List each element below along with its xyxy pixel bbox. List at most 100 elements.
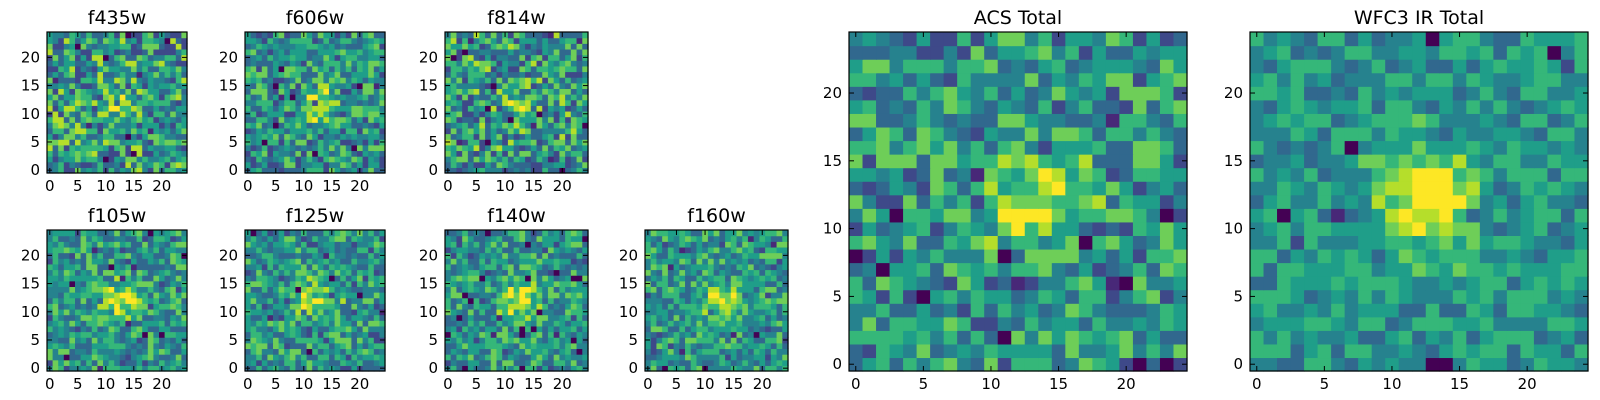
- heatmap-cell: [450, 122, 458, 129]
- heatmap-cell: [742, 230, 749, 237]
- heatmap-cell: [507, 263, 515, 271]
- heatmap-cell: [576, 139, 583, 146]
- heatmap-cell: [479, 127, 486, 135]
- heatmap-cell: [170, 54, 177, 61]
- heatmap-cell: [295, 354, 302, 361]
- heatmap-cell: [362, 246, 369, 254]
- heatmap-cell: [559, 54, 566, 61]
- heatmap-cell: [656, 320, 663, 327]
- heatmap-cell: [507, 286, 515, 293]
- heatmap-cell: [58, 116, 65, 123]
- heatmap-cell: [462, 337, 469, 344]
- heatmap-cell: [334, 246, 341, 254]
- heatmap-cell: [329, 320, 336, 327]
- heatmap-cell: [312, 82, 319, 89]
- heatmap-cell: [289, 110, 296, 118]
- heatmap-cell: [462, 348, 469, 355]
- heatmap-cell: [656, 258, 663, 265]
- heatmap-cell: [485, 331, 492, 338]
- heatmap-cell: [284, 320, 291, 327]
- heatmap-cell: [114, 252, 121, 259]
- heatmap-cell: [164, 297, 171, 304]
- heatmap-cell: [334, 325, 341, 333]
- heatmap-cell: [379, 144, 386, 152]
- heatmap-cell: [97, 246, 104, 254]
- heatmap-cell: [379, 43, 386, 50]
- heatmap-cell: [479, 133, 486, 140]
- heatmap-cell: [485, 263, 492, 271]
- heatmap-cell: [673, 354, 680, 361]
- heatmap-cell: [730, 275, 738, 282]
- heatmap-cell: [357, 150, 364, 157]
- heatmap-cell: [357, 354, 364, 361]
- heatmap-cell: [916, 154, 931, 169]
- heatmap-cell: [278, 269, 285, 276]
- heatmap-cell: [673, 303, 680, 310]
- heatmap-cell: [479, 43, 486, 50]
- heatmap-cell: [340, 230, 347, 237]
- y-tick-label: 15: [619, 275, 638, 293]
- heatmap-cell: [667, 258, 675, 265]
- heatmap-cell: [119, 342, 126, 350]
- heatmap-cell: [559, 331, 566, 338]
- heatmap-cell: [957, 208, 972, 223]
- heatmap-cell: [362, 275, 369, 282]
- heatmap-cell: [513, 303, 520, 310]
- heatmap-cell: [329, 71, 336, 78]
- heatmap-cell: [1078, 221, 1093, 236]
- heatmap-cell: [570, 116, 578, 123]
- heatmap-cell: [559, 359, 566, 366]
- heatmap-cell: [673, 342, 680, 350]
- heatmap-cell: [91, 110, 98, 118]
- heatmap-cell: [849, 289, 864, 304]
- heatmap-cell: [542, 37, 549, 44]
- heatmap-cell: [362, 308, 369, 316]
- heatmap-cell: [278, 325, 285, 333]
- heatmap-cell: [1132, 221, 1148, 236]
- heatmap-cell: [261, 314, 268, 321]
- heatmap-cell: [334, 280, 341, 287]
- heatmap-cell: [75, 77, 82, 84]
- heatmap-cell: [490, 235, 498, 242]
- heatmap-cell: [86, 246, 93, 254]
- heatmap-cell: [513, 252, 520, 259]
- heatmap-cell: [52, 286, 59, 293]
- heatmap-cell: [80, 320, 87, 327]
- heatmap-cell: [916, 316, 931, 331]
- y-tick-label: 20: [21, 246, 40, 264]
- heatmap-cell: [159, 354, 166, 361]
- heatmap-cell: [513, 37, 520, 44]
- heatmap-cell: [645, 263, 652, 271]
- heatmap-cell: [570, 48, 578, 56]
- heatmap-cell: [519, 359, 526, 366]
- heatmap-cell: [345, 32, 352, 39]
- heatmap-cell: [142, 133, 149, 140]
- heatmap-cell: [502, 308, 509, 316]
- heatmap-cell: [970, 208, 985, 223]
- heatmap-cell: [75, 275, 82, 282]
- heatmap-cell: [136, 230, 143, 237]
- heatmap-cell: [553, 144, 560, 152]
- heatmap-cell: [362, 297, 369, 304]
- heatmap-cell: [181, 127, 188, 135]
- heatmap-cell: [479, 292, 486, 299]
- heatmap-cell: [323, 144, 330, 152]
- heatmap-cell: [707, 235, 715, 242]
- heatmap-cell: [379, 230, 386, 237]
- heatmap-cell: [473, 60, 480, 67]
- heatmap-cell: [513, 144, 520, 152]
- heatmap-cell: [690, 303, 698, 310]
- heatmap-cell: [261, 150, 268, 157]
- heatmap-cell: [278, 320, 285, 327]
- heatmap-cell: [351, 275, 358, 282]
- heatmap-cell: [525, 292, 532, 299]
- heatmap-cell: [256, 82, 263, 89]
- heatmap-cell: [47, 297, 54, 304]
- heatmap-cell: [284, 122, 291, 129]
- heatmap-cell: [159, 127, 166, 135]
- heatmap-cell: [334, 337, 341, 344]
- heatmap-cell: [329, 144, 336, 152]
- heatmap-cell: [456, 286, 463, 293]
- heatmap-cell: [273, 48, 280, 56]
